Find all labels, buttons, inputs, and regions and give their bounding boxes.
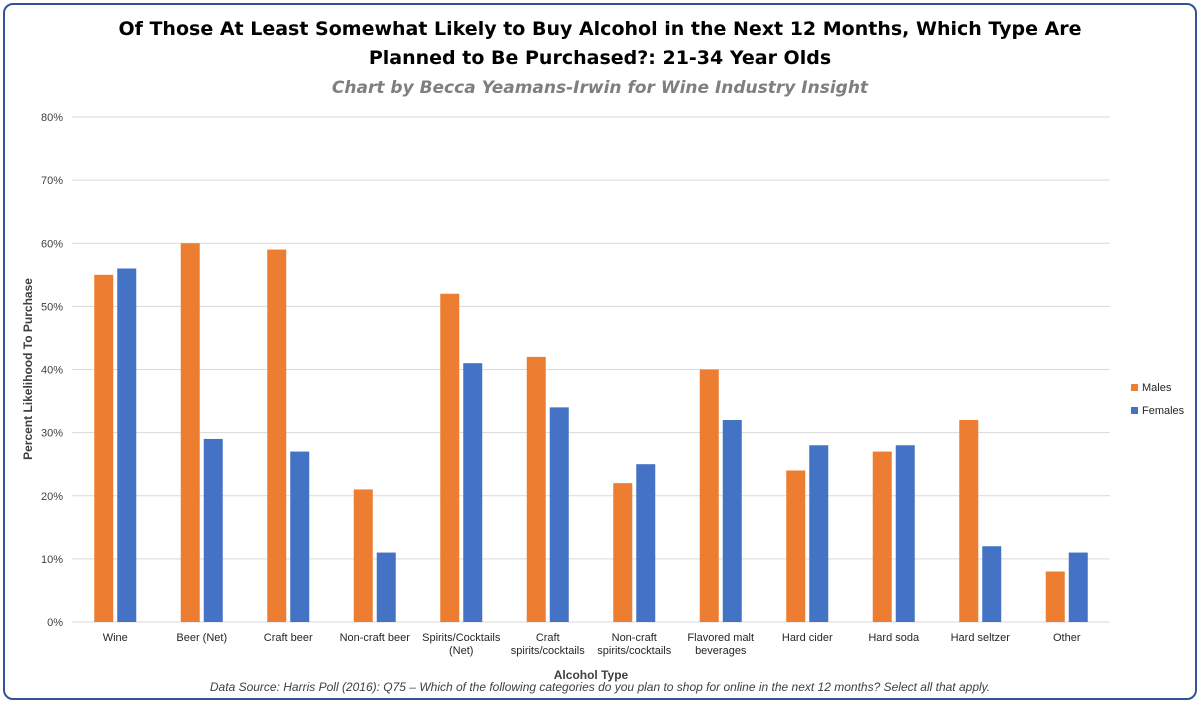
bar-males	[959, 420, 979, 622]
x-tick-label: Craft beer	[264, 632, 313, 644]
y-tick-label: 50%	[41, 301, 63, 313]
legend-label-males: Males	[1142, 382, 1172, 394]
x-tick-label: Flavored malt beverages	[687, 632, 754, 657]
bar-males	[1045, 571, 1065, 622]
x-tick-label: Hard cider	[782, 632, 833, 644]
bar-males	[94, 274, 114, 622]
y-axis-label: Percent Likelihood To Purchase	[21, 278, 35, 460]
chart-subtitle: Chart by Becca Yeamans-Irwin for Wine In…	[332, 78, 869, 98]
bar-females	[376, 552, 396, 622]
bar-females	[809, 445, 829, 622]
bar-males	[267, 249, 287, 622]
source-note: Data Source: Harris Poll (2016): Q75 – W…	[210, 680, 990, 694]
gridlines	[72, 116, 1110, 623]
x-tick-label: Hard seltzer	[951, 632, 1011, 644]
y-tick-label: 60%	[41, 238, 63, 250]
x-axis-categories: Wine Beer (Net) Craft beer Non-craft beer Sp…	[103, 632, 1081, 657]
x-tick-label: Non-craft beer	[340, 632, 411, 644]
chart-title-line-2: Planned to Be Purchased?: 21-34 Year Old…	[369, 47, 831, 69]
bar-females	[1068, 552, 1088, 622]
x-tick-label: Craft spirits/cocktails	[511, 632, 585, 657]
x-tick-label: Other	[1053, 632, 1081, 644]
bar-males	[786, 470, 806, 622]
x-tick-label: Beer (Net)	[176, 632, 227, 644]
legend-label-females: Females	[1142, 405, 1185, 417]
bar-males	[526, 356, 546, 622]
x-tick-label: Wine	[103, 632, 128, 644]
legend-swatch-males	[1131, 384, 1138, 391]
bar-females	[722, 420, 742, 622]
bar-females	[290, 451, 310, 622]
bar-females	[895, 445, 915, 622]
bar-males	[613, 483, 633, 622]
bars	[94, 243, 1088, 622]
y-tick-label: 40%	[41, 365, 63, 377]
bar-females	[636, 464, 656, 622]
bar-males	[180, 243, 200, 622]
bar-females	[203, 438, 223, 622]
bar-males	[353, 489, 373, 622]
bar-females	[549, 407, 569, 622]
y-tick-label: 20%	[41, 491, 63, 503]
y-tick-label: 80%	[41, 112, 63, 124]
y-tick-label: 70%	[41, 175, 63, 187]
y-tick-label: 10%	[41, 554, 63, 566]
chart-title-line-1: Of Those At Least Somewhat Likely to Buy…	[118, 18, 1081, 40]
y-tick-label: 30%	[41, 428, 63, 440]
bar-females	[982, 546, 1002, 622]
y-tick-label: 0%	[47, 617, 63, 629]
y-axis-ticks: 0% 10% 20% 30% 40% 50% 60% 70% 80%	[41, 112, 63, 629]
bar-males	[699, 369, 719, 622]
x-tick-label: Hard soda	[868, 632, 920, 644]
x-tick-label: Spirits/Cocktails (Net)	[422, 632, 501, 657]
bar-females	[117, 268, 137, 622]
x-tick-label: Non-craft spirits/cocktails	[597, 632, 671, 657]
legend: Males Females	[1131, 382, 1185, 417]
bar-females	[463, 363, 483, 622]
bar-males	[872, 451, 892, 622]
x-axis-label: Alcohol Type	[554, 668, 629, 682]
legend-swatch-females	[1131, 407, 1138, 414]
bar-males	[440, 293, 460, 622]
